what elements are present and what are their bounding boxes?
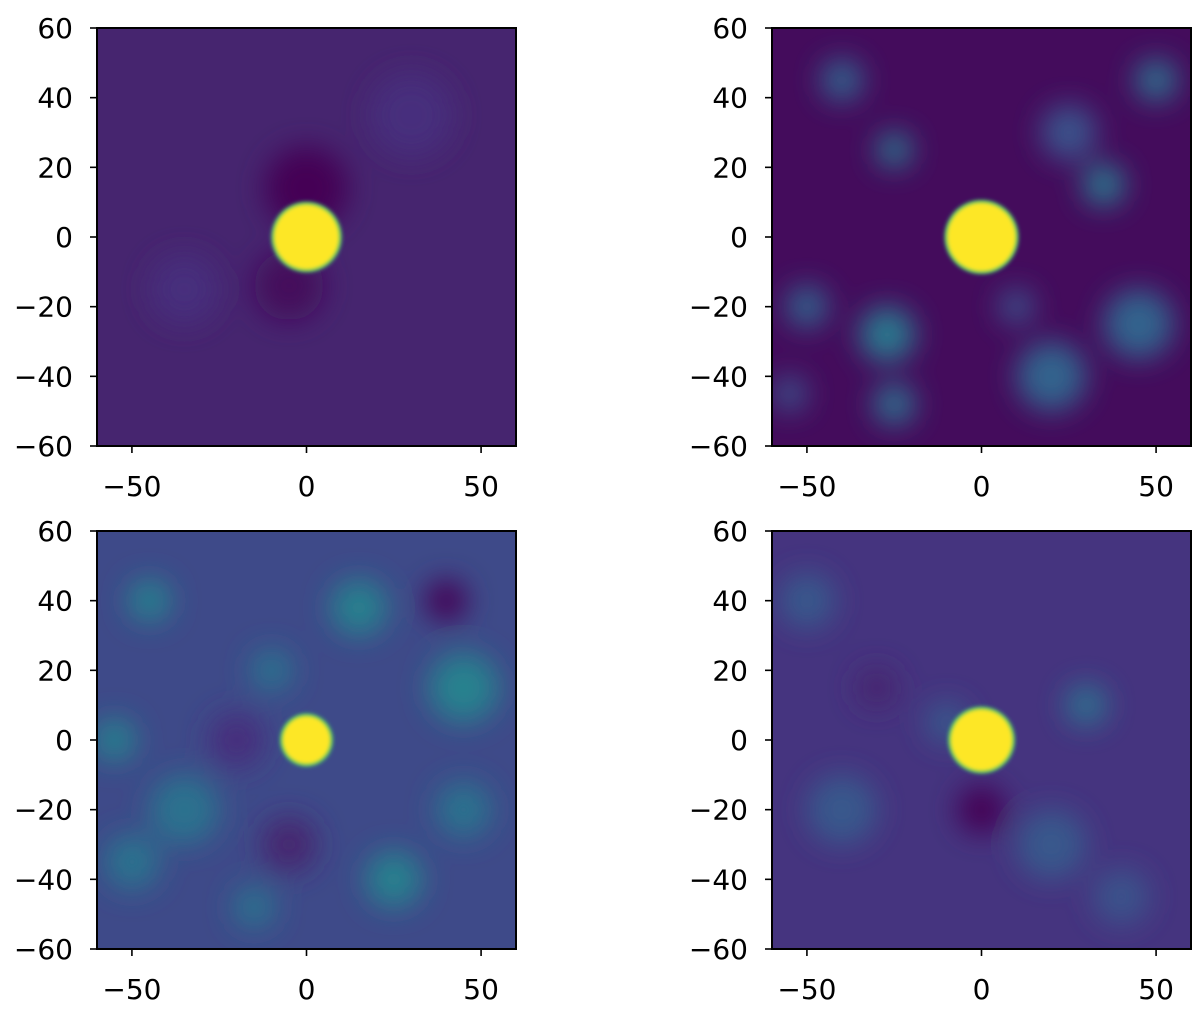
- y-tick-label: −40: [689, 360, 748, 393]
- y-tick-label: 60: [37, 12, 73, 45]
- blob: [998, 289, 1034, 325]
- blob: [785, 285, 828, 328]
- x-tick-label: 50: [463, 973, 499, 1006]
- y-tick-label: −40: [14, 863, 73, 896]
- panel: −50 0 50 −60 −40 −20 0 20 40 60: [689, 515, 1192, 1006]
- blob: [957, 785, 1006, 835]
- y-tick-label: −60: [14, 430, 73, 463]
- x-tick-label: −50: [102, 470, 161, 503]
- blob: [97, 719, 136, 761]
- y-tick-label: 20: [712, 151, 748, 184]
- heatmap-image: [772, 28, 1191, 446]
- y-tick-label: 0: [730, 221, 748, 254]
- blob: [1016, 341, 1087, 412]
- blob: [855, 666, 898, 709]
- y-tick-label: 40: [712, 82, 748, 115]
- blob: [876, 132, 912, 168]
- disc: [273, 203, 340, 271]
- x-tick-label: 0: [973, 470, 991, 503]
- blob: [873, 383, 916, 426]
- blob: [806, 774, 877, 845]
- y-tick-label: 20: [712, 654, 748, 687]
- blob: [208, 712, 265, 768]
- blobs: [772, 59, 1178, 426]
- y-tick-label: 40: [712, 585, 748, 618]
- y-tick-label: −60: [689, 933, 748, 966]
- blob: [1103, 289, 1174, 360]
- disc: [282, 715, 331, 765]
- y-tick-label: 60: [712, 12, 748, 45]
- y-tick-label: −20: [14, 794, 73, 827]
- blob: [233, 886, 276, 929]
- blob: [128, 579, 171, 622]
- y-tick-label: 0: [55, 221, 73, 254]
- panel: −50 0 50 −60 −40 −20 0 20 40 60: [14, 515, 517, 1006]
- blob: [859, 306, 916, 363]
- blob: [778, 572, 835, 629]
- y-tick-label: 60: [37, 515, 73, 548]
- blob: [149, 774, 220, 845]
- heatmap-image: [772, 531, 1191, 949]
- y-tick-label: −20: [689, 291, 748, 324]
- blob: [1093, 868, 1150, 925]
- panel: −50 0 50 −60 −40 −20 0 20 40 60: [689, 12, 1192, 503]
- y-tick-label: 0: [730, 724, 748, 757]
- blob: [425, 579, 468, 622]
- y-tick-label: 20: [37, 654, 73, 687]
- blob: [250, 649, 293, 692]
- x-tick-label: 50: [463, 470, 499, 503]
- blob: [435, 781, 492, 838]
- blob: [149, 254, 220, 325]
- x-tick-label: 50: [1138, 973, 1174, 1006]
- blob: [103, 833, 160, 890]
- y-tick-label: −60: [14, 933, 73, 966]
- disc: [950, 708, 1013, 772]
- x-tick-label: −50: [777, 973, 836, 1006]
- blob: [369, 73, 454, 157]
- x-tick-label: 0: [298, 470, 316, 503]
- heatmap-image: [97, 531, 516, 949]
- x-tick-label: 50: [1138, 470, 1174, 503]
- y-tick-label: 40: [37, 82, 73, 115]
- y-tick-label: −40: [689, 863, 748, 896]
- y-tick-label: 20: [37, 151, 73, 184]
- blob: [1135, 59, 1178, 102]
- blob: [330, 579, 387, 636]
- blob: [365, 851, 422, 908]
- blob: [261, 816, 317, 873]
- y-tick-label: −40: [14, 360, 73, 393]
- x-tick-label: 0: [973, 973, 991, 1006]
- y-tick-label: 60: [712, 515, 748, 548]
- y-tick-label: −20: [14, 291, 73, 324]
- y-tick-label: 40: [37, 585, 73, 618]
- panel: −50 0 50 −60 −40 −20 0 20 40 60: [14, 12, 517, 503]
- blob: [820, 59, 863, 102]
- blob: [1082, 163, 1125, 206]
- y-tick-label: −20: [689, 794, 748, 827]
- blobs: [97, 579, 499, 929]
- heatmap-image: [97, 28, 516, 446]
- blob: [772, 376, 807, 412]
- disc: [946, 202, 1017, 272]
- y-tick-label: −60: [689, 430, 748, 463]
- blobs: [778, 572, 1150, 925]
- y-tick-label: 0: [55, 724, 73, 757]
- blob: [1016, 809, 1087, 880]
- x-tick-label: 0: [298, 973, 316, 1006]
- blob: [1065, 684, 1108, 727]
- blob: [428, 652, 499, 723]
- x-tick-label: −50: [777, 470, 836, 503]
- blob: [1040, 104, 1097, 161]
- x-tick-label: −50: [102, 973, 161, 1006]
